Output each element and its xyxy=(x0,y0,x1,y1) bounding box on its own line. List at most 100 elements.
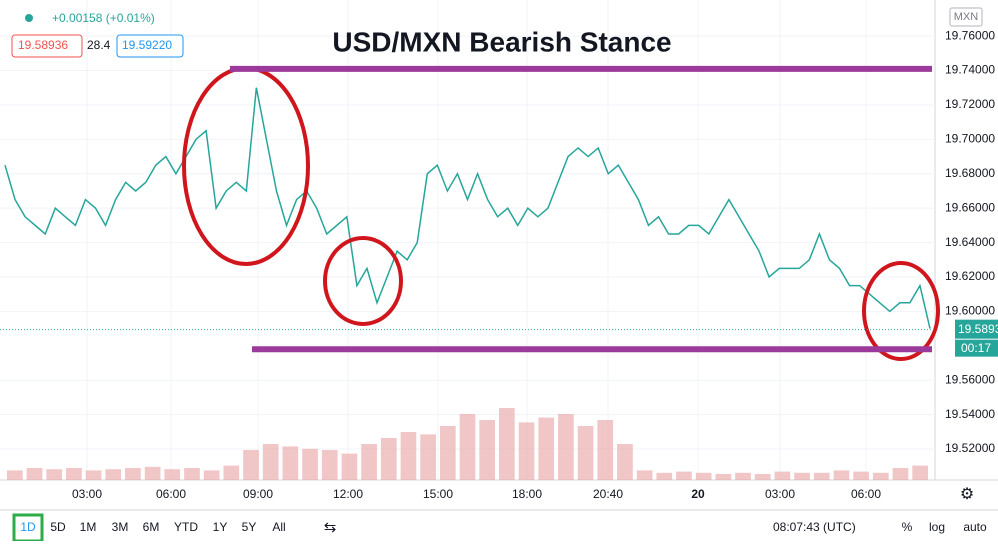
range-button[interactable]: YTD xyxy=(174,520,198,534)
volume-bar xyxy=(892,468,909,480)
volume-bar xyxy=(203,470,220,480)
scale-mode[interactable]: auto xyxy=(963,520,987,534)
scale-mode[interactable]: % xyxy=(902,520,913,534)
bid-box[interactable] xyxy=(11,34,83,58)
range-button[interactable]: 5D xyxy=(50,520,66,534)
last-price-box xyxy=(955,319,998,339)
volume-bar xyxy=(380,438,397,480)
compare-icon[interactable]: ⇆ xyxy=(324,519,337,536)
bid-price: 19.58936 xyxy=(18,38,68,52)
scale-mode[interactable]: log xyxy=(929,520,945,534)
range-button[interactable]: 1M xyxy=(80,520,97,534)
clock: 08:07:43 (UTC) xyxy=(773,520,856,534)
y-tick-label: 19.54000 xyxy=(945,407,995,421)
volume-bar xyxy=(794,472,810,480)
y-tick-label: 19.56000 xyxy=(945,372,995,386)
volume-bar xyxy=(774,471,791,480)
x-tick-label: 09:00 xyxy=(243,487,273,501)
volume-bar xyxy=(558,414,574,480)
currency-box[interactable] xyxy=(949,7,983,27)
volume-bar xyxy=(735,472,751,480)
highlight-ellipse xyxy=(862,261,940,361)
volume-bar xyxy=(597,420,614,480)
chart-title: USD/MXN Bearish Stance xyxy=(332,26,671,57)
volume-bar xyxy=(872,472,889,480)
x-tick-label: 15:00 xyxy=(423,487,453,501)
volume-bar xyxy=(46,469,63,480)
y-tick-label: 19.76000 xyxy=(945,28,995,42)
settings-icon[interactable]: ⚙ xyxy=(960,486,974,503)
volume-bar xyxy=(26,468,43,480)
volume-bar xyxy=(577,426,594,480)
ask-price: 19.59220 xyxy=(122,38,172,52)
volume-bar xyxy=(184,468,200,480)
x-tick-label: 12:00 xyxy=(333,487,363,501)
last-price-label: 19.58938 xyxy=(958,322,998,336)
change-text: +0.00158 (+0.01%) xyxy=(52,11,155,25)
range-button[interactable]: 1Y xyxy=(213,520,228,534)
volume-bar xyxy=(144,466,161,480)
x-tick-label: 18:00 xyxy=(512,487,542,501)
y-tick-label: 19.52000 xyxy=(945,441,995,455)
volume-bar xyxy=(715,474,732,480)
volume-bar xyxy=(754,474,771,480)
countdown: 00:17 xyxy=(961,341,991,355)
highlight-ellipse xyxy=(323,236,403,326)
volume-bar xyxy=(656,472,673,480)
y-tick-label: 19.70000 xyxy=(945,132,995,146)
volume-bar xyxy=(676,471,692,480)
volume-bar xyxy=(164,469,181,480)
volume-bar xyxy=(439,426,456,480)
volume-bar xyxy=(223,465,240,480)
volume-bar xyxy=(302,448,318,480)
x-tick-label: 06:00 xyxy=(156,487,186,501)
volume-bar xyxy=(341,453,358,480)
volume-bar xyxy=(833,470,850,480)
volume-bar xyxy=(7,470,23,480)
status-dot xyxy=(25,14,33,22)
volume-bar xyxy=(853,471,869,480)
x-tick-label: 20:40 xyxy=(593,487,623,501)
x-tick-label: 03:00 xyxy=(765,487,795,501)
range-button[interactable]: All xyxy=(272,520,285,534)
range-button[interactable]: 3M xyxy=(112,520,129,534)
range-button[interactable]: 1D xyxy=(20,520,36,534)
spread: 28.4 xyxy=(87,38,111,52)
volume-bar xyxy=(479,420,496,480)
x-tick-label: 03:00 xyxy=(72,487,102,501)
volume-bar xyxy=(85,470,102,480)
y-tick-label: 19.64000 xyxy=(945,235,995,249)
volume-bar xyxy=(321,450,338,480)
y-tick-label: 19.68000 xyxy=(945,166,995,180)
countdown-box xyxy=(955,339,998,357)
currency: MXN xyxy=(954,11,979,23)
range-button[interactable]: 6M xyxy=(143,520,160,534)
range-button[interactable]: 5Y xyxy=(242,520,257,534)
volume-bar xyxy=(105,469,122,480)
volume-bar xyxy=(262,444,279,480)
volume-bar xyxy=(499,408,515,480)
volume-bar xyxy=(125,468,141,480)
volume-bar xyxy=(282,446,299,480)
x-tick-label: 06:00 xyxy=(851,487,881,501)
y-tick-label: 19.62000 xyxy=(945,269,995,283)
x-tick-label: 20 xyxy=(691,487,705,501)
volume-bar xyxy=(66,468,82,480)
volume-bar xyxy=(400,432,417,480)
ask-box[interactable] xyxy=(116,34,184,58)
y-tick-label: 19.66000 xyxy=(945,200,995,214)
volume-bar xyxy=(538,417,555,480)
volume-bar xyxy=(617,444,633,480)
volume-bar xyxy=(361,444,377,480)
volume-bar xyxy=(813,472,830,480)
volume-bar xyxy=(243,450,259,480)
volume-bar xyxy=(420,434,436,480)
volume-bar xyxy=(695,472,712,480)
y-tick-label: 19.72000 xyxy=(945,97,995,111)
price-line xyxy=(4,87,931,329)
volume-bar xyxy=(912,465,928,480)
volume-bar xyxy=(636,470,653,480)
volume-bar xyxy=(459,414,476,480)
